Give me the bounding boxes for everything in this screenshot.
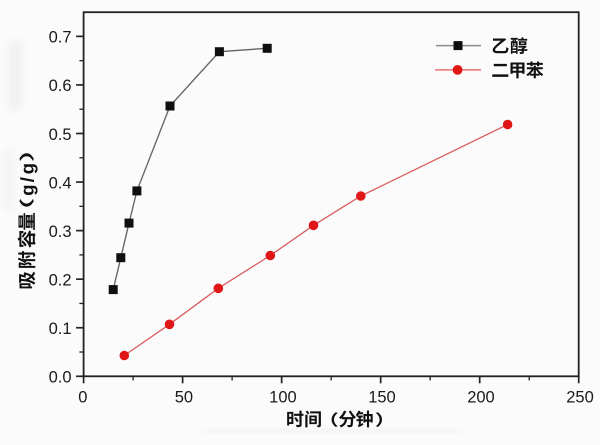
svg-text:100: 100 [269,388,297,406]
svg-text:150: 150 [368,388,396,406]
svg-text:0.3: 0.3 [49,223,72,241]
svg-text:0.6: 0.6 [49,77,72,95]
svg-text:200: 200 [467,388,495,406]
svg-text:0.4: 0.4 [49,174,72,192]
svg-text:0.5: 0.5 [49,126,72,144]
svg-text:0.2: 0.2 [49,271,72,289]
svg-text:0.1: 0.1 [49,320,72,338]
svg-text:0.7: 0.7 [49,29,72,47]
svg-text:0.0: 0.0 [49,369,72,387]
svg-text:50: 50 [175,388,193,406]
svg-text:250: 250 [566,388,594,406]
svg-text:0: 0 [78,388,87,406]
